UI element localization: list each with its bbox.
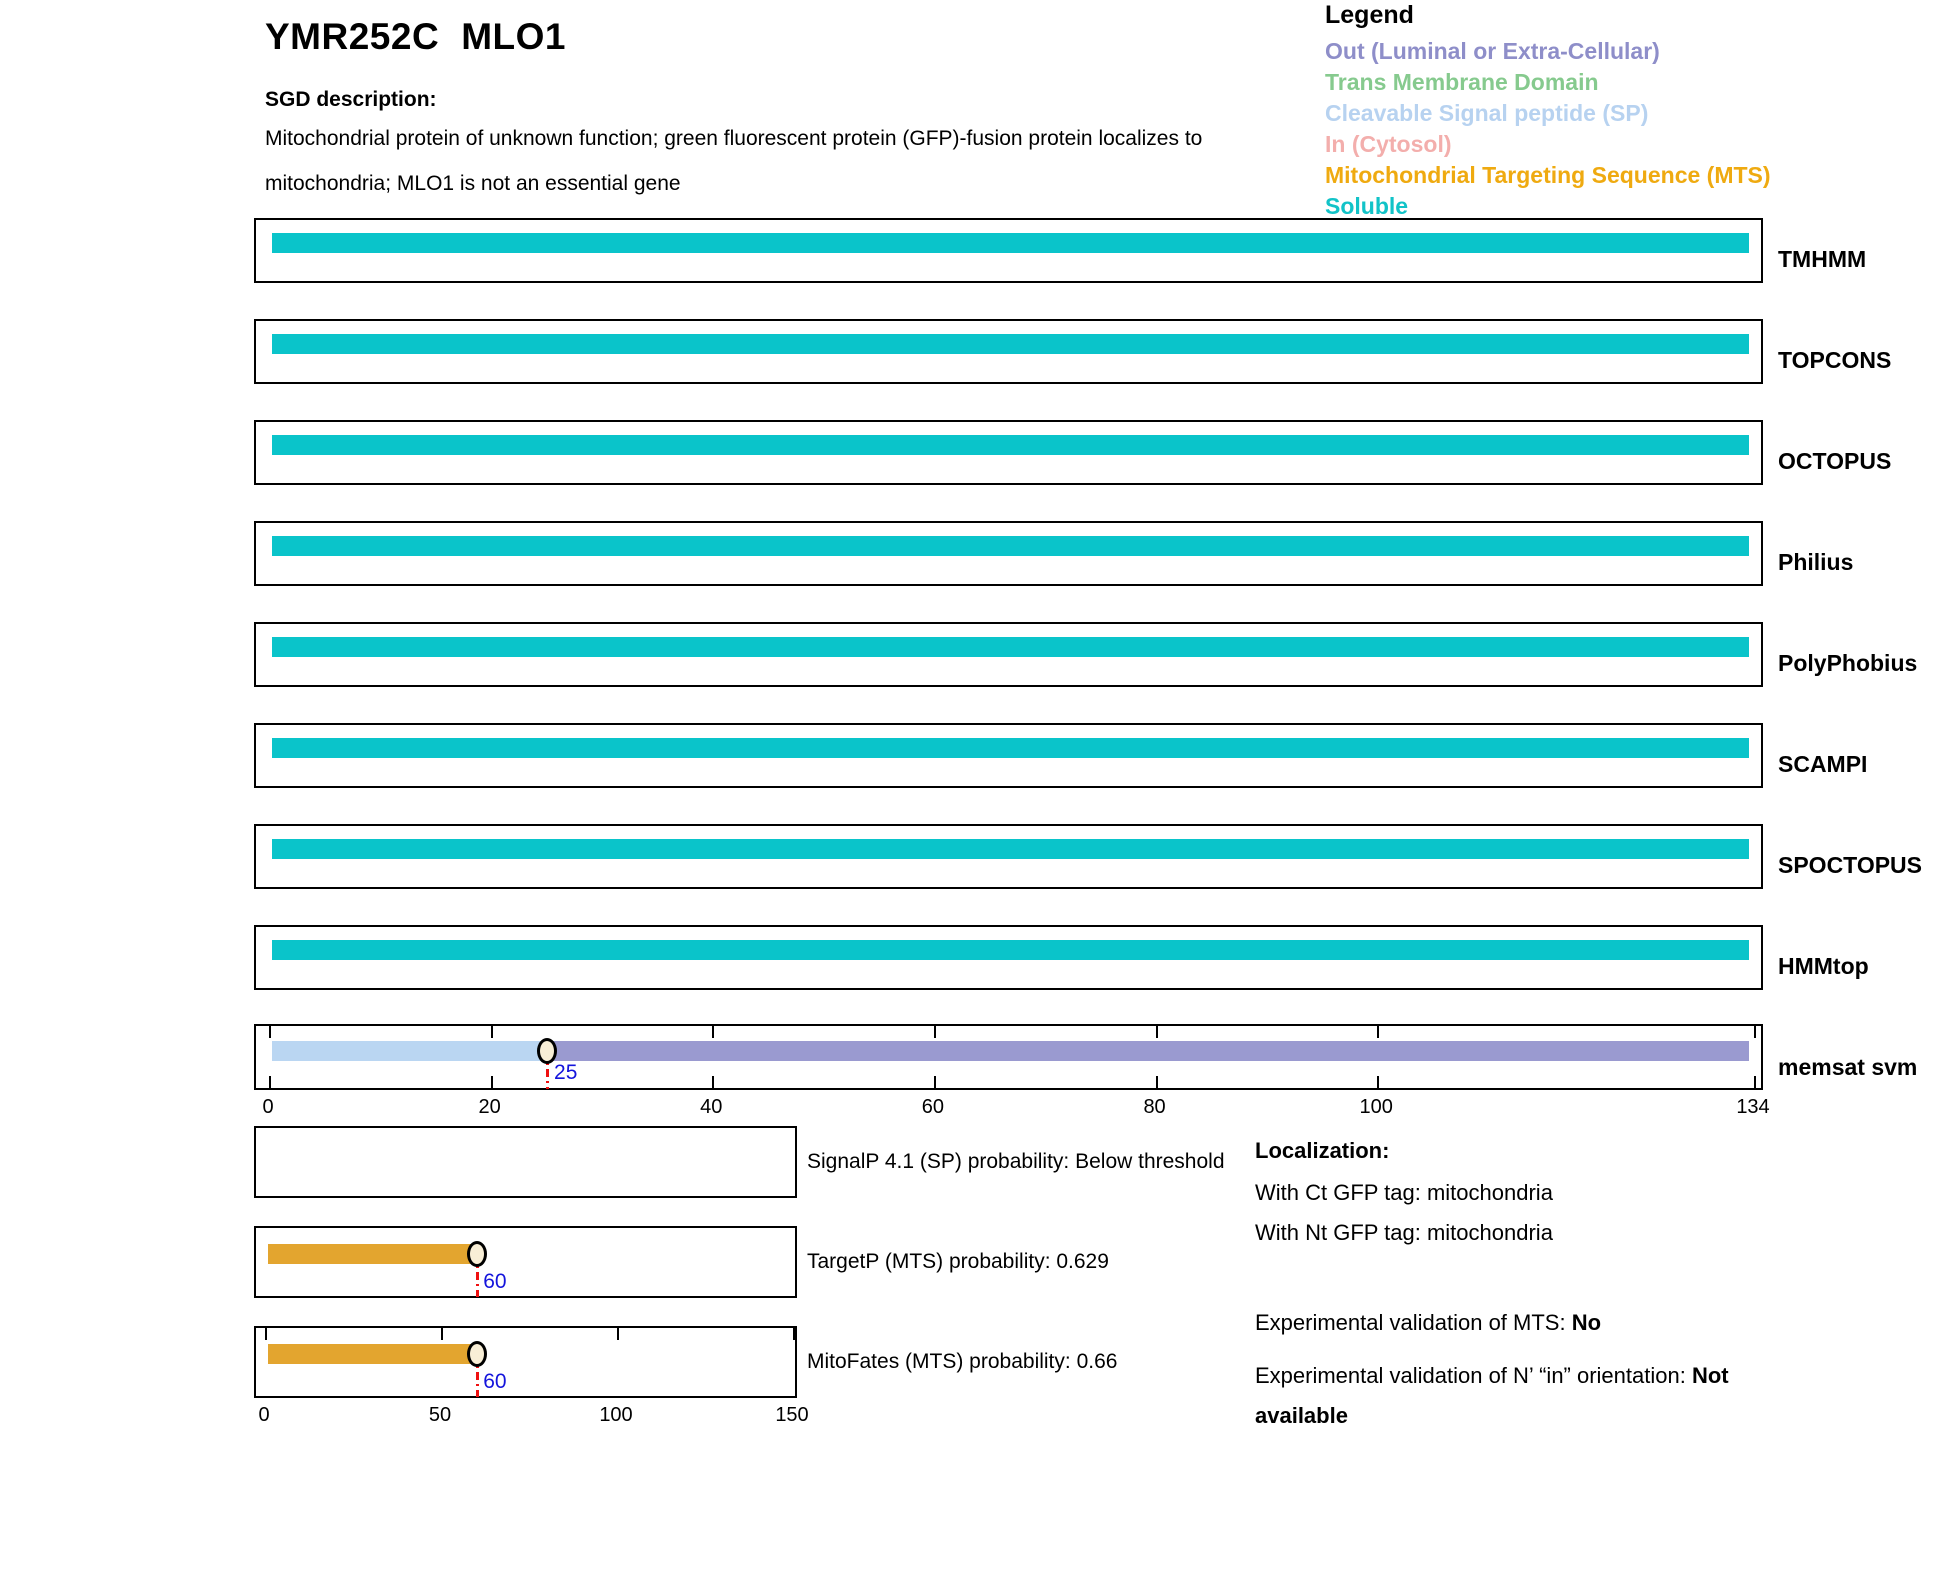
mts-end-marker	[467, 1241, 488, 1267]
prob-box-mitofates-mts-: 60	[254, 1326, 797, 1398]
track-box-scampi	[254, 723, 1763, 788]
segment-sp	[272, 1041, 548, 1061]
track-box-memsat-svm: 25	[254, 1024, 1763, 1090]
sequence-axis-label: 0	[262, 1096, 274, 1118]
mts-end-label: 60	[483, 1370, 507, 1393]
axis-tick	[1155, 1076, 1158, 1088]
axis-tick	[441, 1328, 443, 1340]
mts-end-label: 60	[483, 1270, 507, 1293]
axis-tick	[933, 1076, 936, 1088]
legend-entry-in: In (Cytosol)	[1325, 131, 1452, 157]
prob-box-signalp-4-1-sp-	[254, 1126, 797, 1198]
axis-tick	[1754, 1076, 1756, 1088]
orientation-validation: Experimental validation of N’ “in” orien…	[1255, 1363, 1729, 1428]
segment-out	[547, 1041, 1749, 1061]
sequence-axis-label: 80	[1143, 1096, 1166, 1118]
sgd-description-label: SGD description:	[265, 88, 437, 111]
axis-tick	[617, 1328, 619, 1340]
axis-tick	[712, 1026, 715, 1038]
track-box-octopus	[254, 420, 1763, 485]
sequence-axis-label: 60	[921, 1096, 945, 1118]
mts-end-marker	[467, 1341, 488, 1367]
sequence-axis-label: 20	[478, 1096, 501, 1118]
probability-axis-label: 50	[428, 1404, 452, 1426]
axis-tick	[933, 1026, 936, 1038]
track-label-scampi: SCAMPI	[1778, 751, 1868, 777]
sequence-axis-label: 134	[1736, 1096, 1770, 1118]
track-label-topcons: TOPCONS	[1778, 347, 1892, 373]
legend-entry-tm: Trans Membrane Domain	[1325, 69, 1599, 95]
axis-tick	[265, 1328, 267, 1340]
axis-tick	[490, 1026, 493, 1038]
segment-soluble	[272, 940, 1749, 960]
axis-tick	[269, 1026, 271, 1038]
track-box-tmhmm	[254, 218, 1763, 283]
sgd-description-text: Mitochondrial protein of unknown functio…	[265, 127, 1203, 195]
track-label-hmmtop: HMMtop	[1778, 953, 1869, 979]
axis-tick	[1377, 1076, 1380, 1088]
legend-entry-mts: Mitochondrial Targeting Sequence (MTS)	[1325, 162, 1771, 188]
gene-name: MLO1	[461, 16, 566, 57]
cleavage-site-line	[546, 1051, 550, 1089]
axis-tick	[712, 1076, 715, 1088]
axis-tick	[269, 1076, 271, 1088]
segment-soluble	[272, 233, 1749, 253]
track-label-philius: Philius	[1778, 549, 1854, 575]
legend-entry-out: Out (Luminal or Extra-Cellular)	[1325, 38, 1660, 64]
gene-id: YMR252C	[265, 16, 440, 57]
track-box-polyphobius	[254, 622, 1763, 687]
segment-soluble	[272, 738, 1749, 758]
legend-entry-sp: Cleavable Signal peptide (SP)	[1325, 100, 1649, 126]
track-box-philius	[254, 521, 1763, 586]
prob-box-targetp-mts-: 60	[254, 1226, 797, 1298]
cleavage-site-label: 25	[554, 1061, 578, 1084]
sequence-axis-label: 40	[700, 1096, 723, 1118]
axis-tick	[490, 1076, 493, 1088]
track-label-octopus: OCTOPUS	[1778, 448, 1892, 474]
mts-validation: Experimental validation of MTS: No	[1255, 1310, 1602, 1335]
probability-axis-label: 150	[775, 1404, 809, 1426]
probability-axis-label: 0	[258, 1404, 270, 1426]
segment-soluble	[272, 334, 1749, 354]
axis-tick	[1155, 1026, 1158, 1038]
localization-ct: With Ct GFP tag: mitochondria	[1255, 1180, 1553, 1205]
axis-tick	[1754, 1026, 1756, 1038]
mts-end-line	[476, 1254, 480, 1297]
segment-mts	[268, 1244, 478, 1264]
localization-nt: With Nt GFP tag: mitochondria	[1255, 1220, 1553, 1245]
segment-soluble	[272, 637, 1749, 657]
track-label-tmhmm: TMHMM	[1778, 246, 1867, 272]
track-box-hmmtop	[254, 925, 1763, 990]
cleavage-site-marker	[537, 1038, 558, 1064]
track-box-spoctopus	[254, 824, 1763, 889]
segment-mts	[268, 1344, 478, 1364]
segment-soluble	[272, 435, 1749, 455]
probability-axis-label: 100	[599, 1404, 633, 1426]
legend-title: Legend	[1325, 1, 1414, 29]
axis-tick	[1377, 1026, 1380, 1038]
localization-title: Localization:	[1255, 1138, 1390, 1163]
track-label-memsat-svm: memsat svm	[1778, 1054, 1918, 1080]
legend: Legend Out (Luminal or Extra-Cellular) Tr…	[1325, 0, 1771, 219]
page-title: YMR252C MLO1	[265, 16, 566, 58]
track-label-spoctopus: SPOCTOPUS	[1778, 852, 1922, 878]
segment-soluble	[272, 839, 1749, 859]
segment-soluble	[272, 536, 1749, 556]
sequence-axis-label: 100	[1359, 1096, 1393, 1118]
prob-caption-0: SignalP 4.1 (SP) probability: Below thre…	[807, 1150, 1225, 1173]
legend-entry-soluble: Soluble	[1325, 193, 1409, 219]
axis-tick	[793, 1328, 795, 1340]
prob-caption-2: MitoFates (MTS) probability: 0.66	[807, 1350, 1118, 1373]
prob-caption-1: TargetP (MTS) probability: 0.629	[807, 1250, 1109, 1273]
mts-end-line	[476, 1354, 480, 1397]
track-box-topcons	[254, 319, 1763, 384]
track-label-polyphobius: PolyPhobius	[1778, 650, 1918, 676]
